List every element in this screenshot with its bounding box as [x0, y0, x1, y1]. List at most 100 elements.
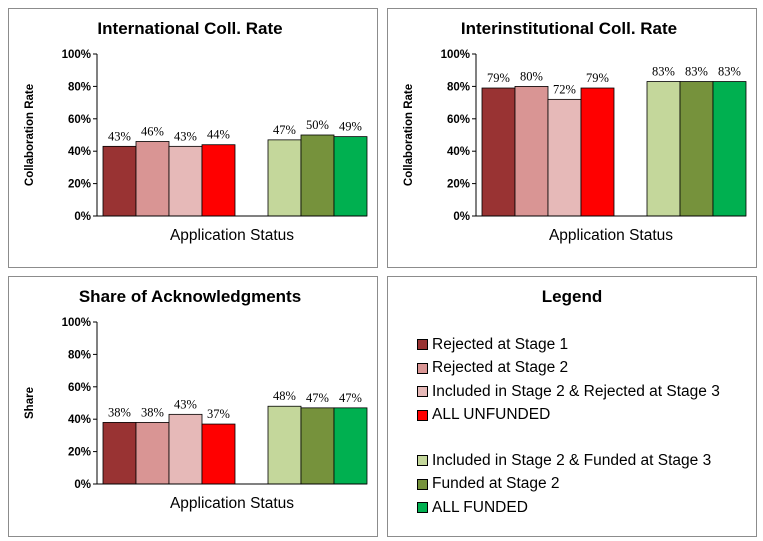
chart-title: Share of Acknowledgments — [79, 287, 301, 306]
legend-label: Included in Stage 2 & Rejected at Stage … — [432, 382, 720, 400]
data-label: 72% — [553, 82, 576, 96]
data-label: 43% — [174, 129, 197, 143]
y-tick-label: 80% — [68, 81, 91, 93]
y-tick-label: 100% — [62, 49, 91, 61]
data-label: 46% — [141, 124, 164, 138]
y-tick-label: 0% — [74, 479, 91, 491]
legend-swatch — [417, 478, 428, 490]
y-tick-label: 40% — [447, 146, 470, 158]
data-label: 79% — [487, 71, 510, 85]
legend-spacer — [417, 427, 720, 449]
legend-label: Rejected at Stage 2 — [432, 359, 569, 377]
data-label: 38% — [108, 405, 131, 419]
legend-label: ALL FUNDED — [432, 498, 528, 516]
bar — [481, 87, 516, 217]
legend-swatch — [417, 409, 428, 421]
legend-item-rejected-stage-2: Rejected at Stage 2 — [417, 357, 720, 381]
legend-label: ALL UNFUNDED — [432, 406, 551, 424]
data-label: 50% — [306, 118, 329, 132]
chart-svg: Interinstitutional Coll. Rate 0% 20% 40% 60%… — [403, 19, 747, 244]
bar — [267, 405, 302, 485]
data-label: 48% — [273, 389, 296, 403]
legend-swatch — [417, 362, 428, 374]
legend-item-all-funded: ALL FUNDED — [417, 496, 720, 520]
bar — [646, 81, 681, 217]
y-axis-label: Collaboration Rate — [403, 84, 415, 186]
legend-item-included-rejected-stage-3: Included in Stage 2 & Rejected at Stage … — [417, 380, 720, 404]
bar — [300, 134, 335, 217]
chart-svg: Share of Acknowledgments 0% 20% 40% 60% 80% 10… — [24, 287, 368, 512]
bar — [333, 407, 368, 485]
data-label: 47% — [273, 123, 296, 137]
legend-item-included-funded-stage-3: Included in Stage 2 & Funded at Stage 3 — [417, 449, 720, 473]
data-label: 47% — [306, 391, 329, 405]
bar — [580, 87, 615, 217]
y-axis-label: Collaboration Rate — [24, 84, 36, 186]
bar — [201, 423, 236, 485]
legend-label: Funded at Stage 2 — [432, 475, 560, 493]
y-tick-label: 40% — [68, 146, 91, 158]
bar — [135, 141, 170, 217]
y-tick-label: 60% — [447, 114, 470, 126]
y-axis-label: Share — [24, 387, 36, 419]
y-tick-label: 0% — [74, 211, 91, 223]
bar — [168, 145, 203, 217]
bar — [712, 81, 747, 217]
interinstitutional-coll-rate-chart: Interinstitutional Coll. Rate 0% 20% 40% 60%… — [387, 8, 757, 268]
bar — [679, 81, 714, 217]
y-tick-label: 60% — [68, 114, 91, 126]
y-tick-label: 20% — [68, 179, 91, 191]
bar — [168, 413, 203, 485]
bar — [135, 422, 170, 485]
bar — [547, 98, 582, 217]
data-label: 49% — [339, 120, 362, 134]
data-label: 44% — [207, 128, 230, 142]
bar — [102, 422, 137, 485]
data-label: 38% — [141, 405, 164, 419]
y-tick-label: 80% — [68, 349, 91, 361]
data-label: 43% — [174, 397, 197, 411]
data-label: 80% — [520, 69, 543, 83]
bar — [333, 136, 368, 217]
bar — [300, 407, 335, 485]
legend-swatch — [417, 339, 428, 351]
y-tick-label: 20% — [68, 447, 91, 459]
data-label: 43% — [108, 129, 131, 143]
y-tick-label: 40% — [68, 414, 91, 426]
x-axis-label: Application Status — [170, 227, 294, 244]
y-tick-label: 100% — [62, 317, 91, 329]
data-label: 37% — [207, 407, 230, 421]
legend-swatch — [417, 455, 428, 467]
data-label: 83% — [718, 65, 741, 79]
legend-label: Rejected at Stage 1 — [432, 335, 569, 353]
x-axis-label: Application Status — [170, 495, 294, 512]
y-tick-label: 100% — [441, 49, 470, 61]
share-of-acknowledgments-chart: Share of Acknowledgments 0% 20% 40% 60% 80% 10… — [8, 276, 378, 537]
data-label: 79% — [586, 71, 609, 85]
data-label: 47% — [339, 391, 362, 405]
bar — [201, 144, 236, 217]
legend-label: Included in Stage 2 & Funded at Stage 3 — [432, 451, 712, 469]
chart-title: International Coll. Rate — [97, 19, 282, 38]
bar — [102, 145, 137, 217]
y-tick-label: 60% — [68, 382, 91, 394]
chart-svg: International Coll. Rate 0% 20% 40% 60% 80% 10… — [24, 19, 368, 244]
legend-swatch — [417, 502, 428, 514]
y-tick-label: 80% — [447, 81, 470, 93]
y-tick-label: 20% — [447, 179, 470, 191]
international-coll-rate-chart: International Coll. Rate 0% 20% 40% 60% 80% 10… — [8, 8, 378, 268]
bar — [267, 139, 302, 217]
y-tick-label: 0% — [453, 211, 470, 223]
x-axis-label: Application Status — [549, 227, 673, 244]
legend-title: Legend — [541, 287, 603, 306]
legend-item-rejected-stage-1: Rejected at Stage 1 — [417, 333, 720, 357]
bar — [514, 86, 549, 217]
data-label: 83% — [685, 65, 708, 79]
legend-panel: Legend Rejected at Stage 1 Rejected at S… — [387, 276, 757, 537]
legend-swatch — [417, 386, 428, 398]
legend-item-all-unfunded: ALL UNFUNDED — [417, 404, 720, 428]
data-label: 83% — [652, 65, 675, 79]
chart-title: Interinstitutional Coll. Rate — [461, 19, 677, 38]
legend-list: Rejected at Stage 1 Rejected at Stage 2 … — [417, 333, 720, 520]
legend-item-funded-stage-2: Funded at Stage 2 — [417, 473, 720, 497]
